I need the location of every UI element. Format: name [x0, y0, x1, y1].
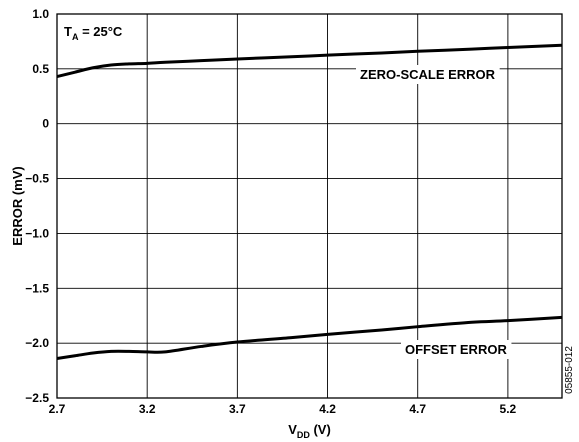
series-line-offset-error [56, 315, 563, 360]
series-layer [56, 43, 563, 360]
plot-frame [56, 13, 563, 399]
y-tick-label: −1.5 [25, 281, 49, 295]
x-tick-label: 5.2 [500, 402, 517, 416]
figure-id: 05855-012 [564, 346, 575, 394]
x-tick-label: 2.7 [49, 402, 66, 416]
series-label-zero-scale: ZERO-SCALE ERROR [356, 65, 500, 84]
y-tick-label: −1.0 [25, 226, 49, 240]
x-tick-label: 3.2 [139, 402, 156, 416]
y-tick-label: −2.0 [25, 336, 49, 350]
tick-labels: 2.7 3.2 3.7 4.2 4.7 5.2 1.0 0.5 0 −0.5 −1.0 −1.5 −2.… [25, 7, 516, 416]
x-tick-label: 4.7 [409, 402, 426, 416]
series-label-offset-text: OFFSET ERROR [405, 342, 507, 357]
x-axis-label: VDD (V) [288, 422, 331, 440]
y-tick-label: −2.5 [25, 391, 49, 405]
series-line-zero-scale-error [56, 43, 563, 78]
x-tick-label: 4.2 [319, 402, 336, 416]
y-tick-label: 1.0 [32, 7, 49, 21]
y-axis-label: ERROR (mV) [10, 166, 25, 245]
series-label-zero-scale-text: ZERO-SCALE ERROR [360, 67, 496, 82]
y-tick-label: −0.5 [25, 172, 49, 186]
condition-text: TA = 25°C [64, 24, 123, 42]
condition-label: TA = 25°C [60, 22, 127, 44]
series-label-offset: OFFSET ERROR [401, 340, 512, 359]
x-tick-label: 3.7 [229, 402, 246, 416]
grid [57, 14, 562, 398]
y-tick-label: 0.5 [32, 62, 49, 76]
y-tick-label: 0 [42, 117, 49, 131]
